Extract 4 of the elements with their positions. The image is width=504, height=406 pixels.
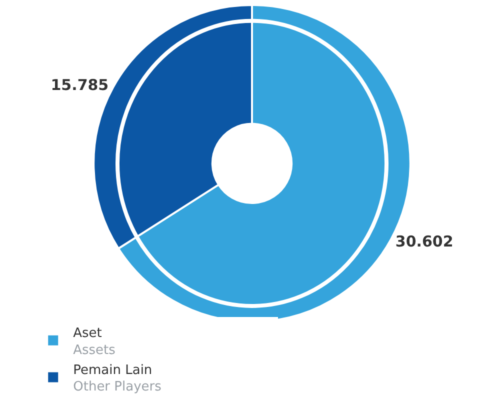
data-label: 30.602 [395,232,454,251]
legend-label: Aset Assets [73,326,116,358]
data-label: 15.785 [50,76,109,94]
legend-label: Pemain Lain Other Players [73,362,162,395]
